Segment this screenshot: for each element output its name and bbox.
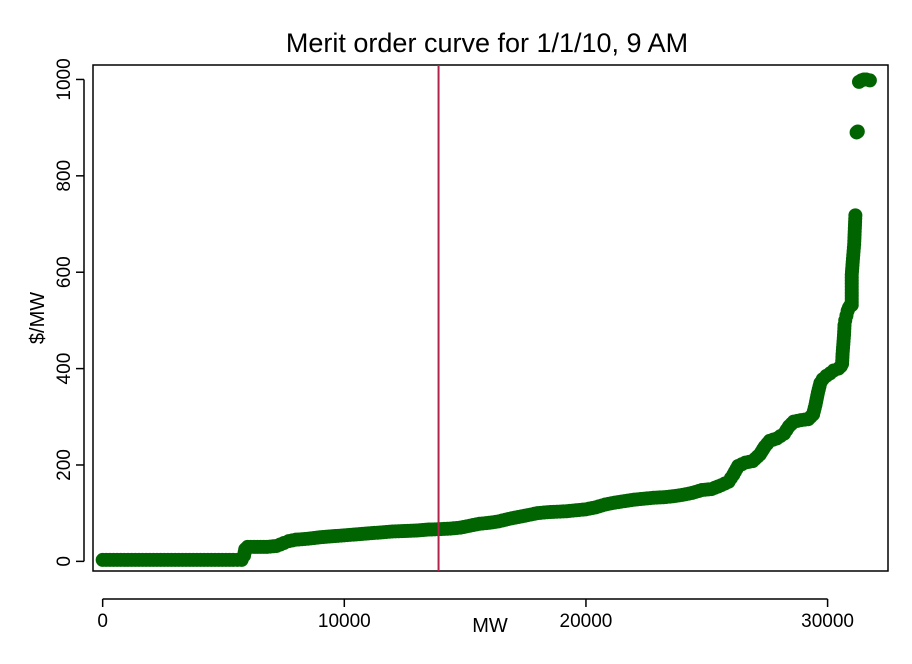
y-tick-label: 200 [54,449,75,481]
x-tick-label: 20000 [560,611,613,632]
y-axis-ticks: 0 200 400 600 800 1000 [54,58,84,567]
data-point [848,211,863,226]
x-axis-title: MW [472,615,508,637]
y-tick-label: 0 [54,556,75,567]
x-tick-label: 10000 [318,611,371,632]
plot-area-frame [92,64,889,572]
y-tick-label: 600 [54,256,75,288]
x-axis-ticks: 0 10000 20000 30000 [97,599,854,632]
data-points-group [95,72,877,567]
y-tick-label: 400 [54,353,75,385]
chart-title: Merit order curve for 1/1/10, 9 AM [286,28,688,58]
data-point [862,73,877,88]
y-axis-title: $/MW [27,292,49,344]
y-tick-label: 800 [54,160,75,192]
x-tick-label: 0 [97,611,108,632]
y-tick-label: 1000 [54,58,75,100]
data-point [837,321,852,336]
data-point [273,537,288,552]
data-point [812,379,827,394]
x-tick-label: 30000 [801,611,854,632]
data-point [850,124,865,139]
